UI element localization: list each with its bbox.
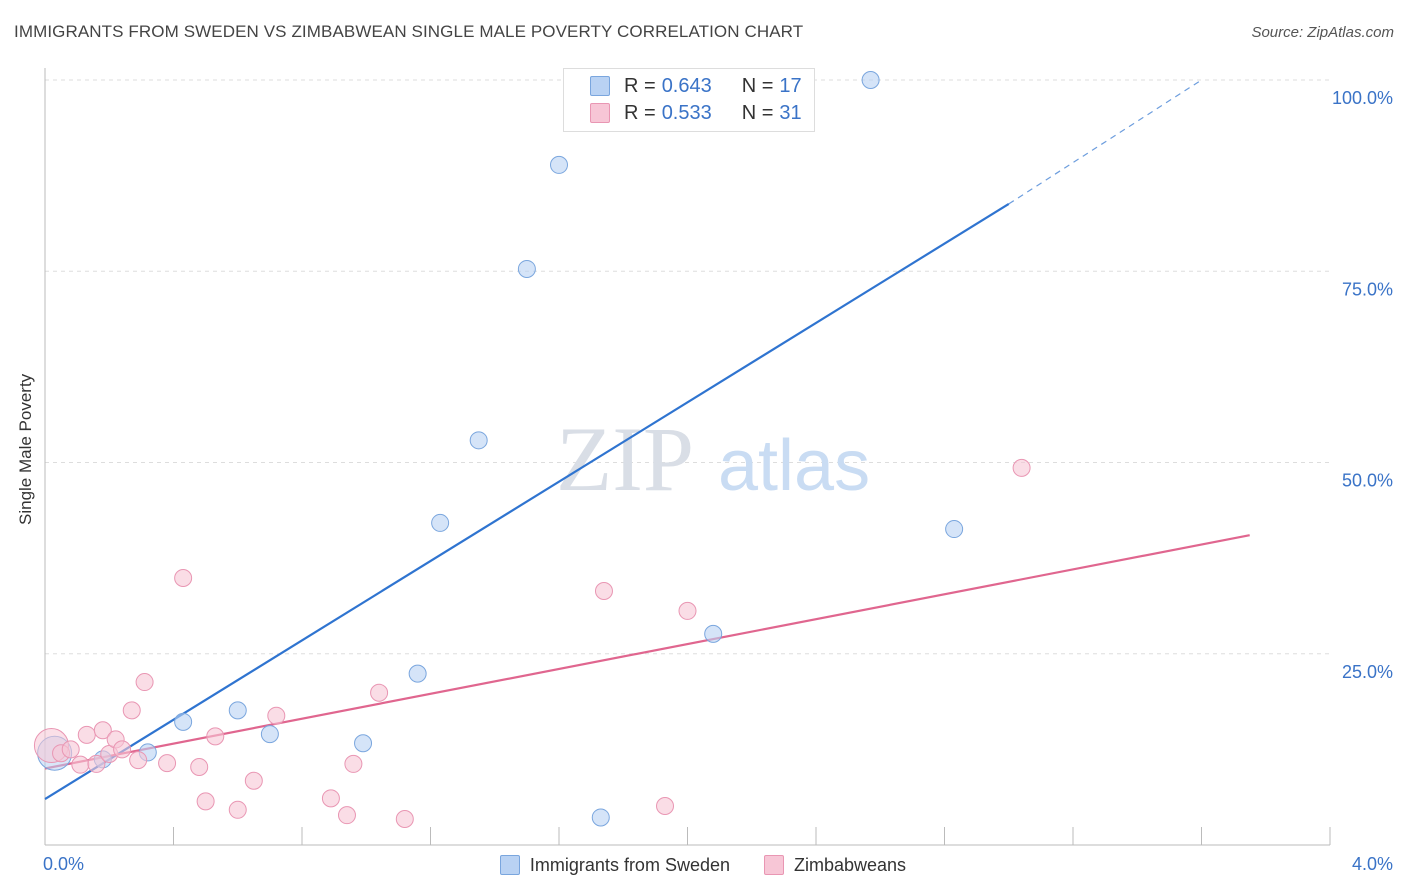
watermark-zip: ZIP xyxy=(556,408,694,510)
grid-layer xyxy=(45,79,1330,655)
n-value: 17 xyxy=(779,74,802,97)
zimbabwe-point xyxy=(158,754,177,773)
sweden-trend-line xyxy=(44,202,1010,801)
r-label: R = xyxy=(624,101,656,124)
x-tick-label: 0.0% xyxy=(43,854,84,874)
sweden-point xyxy=(354,734,373,753)
sweden-point xyxy=(550,155,568,174)
n-value: 31 xyxy=(779,101,802,124)
zimbabwe-point xyxy=(113,740,132,759)
sweden-point xyxy=(431,513,450,532)
zimbabwe-point xyxy=(129,751,148,770)
zimbabwe-point xyxy=(321,789,340,808)
zimbabwe-point xyxy=(196,792,215,811)
sweden-swatch xyxy=(590,76,610,96)
zimbabwe-point xyxy=(678,601,697,620)
zimbabwe-point xyxy=(344,754,363,773)
zimbabwe-point xyxy=(337,806,356,825)
zimbabwe-trend-line xyxy=(44,534,1250,770)
tick-label-layer: 25.0% 50.0% 75.0% 100.0% 0.0% 4.0% xyxy=(43,88,1393,874)
legend-label: Immigrants from Sweden xyxy=(529,854,730,875)
zimbabwe-point xyxy=(244,771,263,790)
sweden-point xyxy=(469,431,488,450)
n-label: N = xyxy=(741,74,774,97)
points-layer xyxy=(33,71,1031,828)
sweden-point xyxy=(517,259,536,278)
correlation-legend: R = 0.643 N = 17 R = 0.533 N = 31 xyxy=(563,68,815,132)
zimbabwe-swatch xyxy=(764,855,784,875)
sweden-swatch xyxy=(499,855,520,875)
zimbabwe-point xyxy=(174,569,193,588)
zimbabwe-point xyxy=(370,683,389,702)
zimbabwe-point xyxy=(190,757,209,776)
series-legend: Immigrants from Sweden Zimbabweans xyxy=(0,850,1406,880)
zimbabwe-swatch xyxy=(590,103,610,123)
sweden-point xyxy=(945,520,964,539)
x-tick-label: 4.0% xyxy=(1352,854,1393,874)
chart-title: IMMIGRANTS FROM SWEDEN VS ZIMBABWEAN SIN… xyxy=(14,22,804,41)
watermark: ZIP atlas xyxy=(556,408,870,510)
n-label: N = xyxy=(741,101,774,124)
sweden-point xyxy=(861,71,880,89)
zimbabwe-point xyxy=(122,701,141,720)
y-tick-label: 50.0% xyxy=(1342,471,1393,491)
zimbabwe-point xyxy=(87,754,106,773)
sweden-point xyxy=(260,725,279,744)
zimbabwe-point xyxy=(656,796,675,815)
sweden-point xyxy=(228,701,247,720)
sweden-point xyxy=(591,808,610,827)
zimbabwe-point xyxy=(267,706,286,725)
y-tick-label: 100.0% xyxy=(1332,88,1393,108)
zimbabwe-point xyxy=(1012,458,1031,477)
legend-label: Zimbabweans xyxy=(794,854,907,875)
source-label: Source: ZipAtlas.com xyxy=(1251,24,1394,41)
legend-row-zimbabwe: R = 0.533 N = 31 xyxy=(590,100,802,126)
zimbabwe-point xyxy=(61,740,80,759)
zimbabwe-point xyxy=(395,809,414,828)
watermark-atlas: atlas xyxy=(718,426,870,506)
y-axis-label-wrap: Single Male Poverty xyxy=(16,0,40,892)
sweden-trend-extension xyxy=(1008,79,1202,205)
legend-row-sweden: R = 0.643 N = 17 xyxy=(590,73,802,99)
y-tick-label: 25.0% xyxy=(1342,662,1393,682)
y-tick-label: 75.0% xyxy=(1342,279,1393,299)
zimbabwe-point xyxy=(135,673,154,692)
legend-item-zimbabweans: Zimbabweans xyxy=(764,855,906,876)
y-axis-label: Single Male Poverty xyxy=(16,373,35,525)
r-value: 0.643 xyxy=(661,74,712,97)
trend-layer xyxy=(44,79,1250,801)
zimbabwe-point xyxy=(77,725,96,744)
zimbabwe-point xyxy=(93,721,112,740)
zimbabwe-point xyxy=(594,582,613,601)
zimbabwe-point xyxy=(206,727,225,746)
r-label: R = xyxy=(624,74,656,97)
sweden-point xyxy=(174,712,193,731)
zimbabwe-point xyxy=(71,755,90,774)
sweden-point xyxy=(704,624,723,643)
r-value: 0.533 xyxy=(661,101,712,124)
sweden-point xyxy=(408,664,427,683)
zimbabwe-point xyxy=(228,800,247,819)
axis-layer xyxy=(44,68,1331,846)
legend-item-sweden: Immigrants from Sweden xyxy=(499,854,730,876)
